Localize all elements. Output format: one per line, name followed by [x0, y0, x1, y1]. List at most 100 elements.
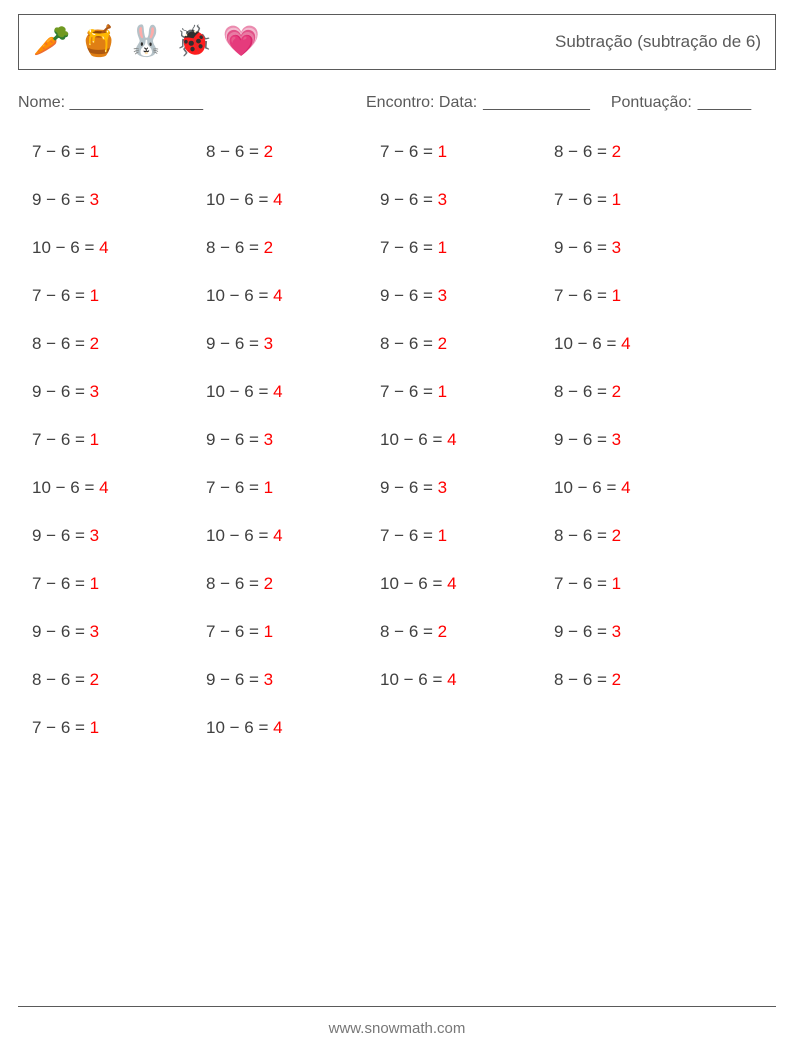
problem-cell: 7 − 6 = 1 [380, 238, 554, 258]
problem-answer: 3 [612, 622, 621, 641]
footer-url: www.snowmath.com [0, 1020, 794, 1037]
problem-answer: 2 [438, 622, 447, 641]
problem-answer: 2 [264, 238, 273, 257]
problem-answer: 3 [90, 190, 99, 209]
problem-answer: 4 [621, 334, 630, 353]
problem-cell: 9 − 6 = 3 [380, 286, 554, 306]
problem-answer: 1 [90, 142, 99, 161]
problem-answer: 1 [612, 190, 621, 209]
problem-cell: 8 − 6 = 2 [554, 526, 728, 546]
date-blank [483, 94, 590, 112]
problem-cell: 7 − 6 = 1 [206, 622, 380, 642]
problem-answer: 3 [612, 430, 621, 449]
problem-answer: 3 [90, 526, 99, 545]
problem-answer: 4 [273, 286, 282, 305]
problem-answer: 3 [90, 382, 99, 401]
problem-answer: 3 [438, 478, 447, 497]
problem-answer: 3 [90, 622, 99, 641]
problem-cell: 7 − 6 = 1 [380, 526, 554, 546]
problem-cell: 8 − 6 = 2 [206, 142, 380, 162]
problem-cell: 10 − 6 = 4 [554, 478, 728, 498]
problem-cell: 9 − 6 = 3 [32, 382, 206, 402]
score-blank [698, 94, 751, 112]
problem-cell: 9 − 6 = 3 [32, 190, 206, 210]
problem-answer: 1 [438, 382, 447, 401]
problem-answer: 4 [273, 718, 282, 737]
problem-answer: 4 [273, 382, 282, 401]
problem-cell: 7 − 6 = 1 [554, 574, 728, 594]
problem-cell: 8 − 6 = 2 [380, 334, 554, 354]
name-label: Nome: [18, 94, 65, 111]
problem-answer: 4 [621, 478, 630, 497]
problem-cell: 7 − 6 = 1 [32, 718, 206, 738]
problem-cell: 10 − 6 = 4 [380, 670, 554, 690]
carrot-icon: 🥕 [33, 27, 70, 57]
problem-cell: 8 − 6 = 2 [32, 670, 206, 690]
problem-cell: 7 − 6 = 1 [32, 574, 206, 594]
problem-answer: 1 [438, 142, 447, 161]
problem-answer: 3 [264, 670, 273, 689]
problem-answer: 3 [438, 190, 447, 209]
problem-answer: 2 [612, 382, 621, 401]
problem-answer: 1 [612, 574, 621, 593]
problem-cell: 10 − 6 = 4 [206, 286, 380, 306]
problem-answer: 2 [90, 334, 99, 353]
problem-answer: 2 [438, 334, 447, 353]
problem-cell: 9 − 6 = 3 [206, 670, 380, 690]
problem-cell: 9 − 6 = 3 [206, 334, 380, 354]
problem-answer: 1 [438, 238, 447, 257]
problem-cell: 9 − 6 = 3 [554, 238, 728, 258]
problem-cell: 8 − 6 = 2 [380, 622, 554, 642]
problem-answer: 3 [612, 238, 621, 257]
header-box: 🥕 🍯 🐰 🐞 💗 Subtração (subtração de 6) [18, 14, 776, 70]
problem-grid: 7 − 6 = 18 − 6 = 27 − 6 = 18 − 6 = 29 − … [18, 142, 776, 738]
problem-cell: 10 − 6 = 4 [206, 190, 380, 210]
problem-cell: 10 − 6 = 4 [380, 574, 554, 594]
problem-answer: 1 [438, 526, 447, 545]
problem-answer: 1 [612, 286, 621, 305]
problem-cell: 10 − 6 = 4 [554, 334, 728, 354]
problem-cell: 8 − 6 = 2 [206, 238, 380, 258]
problem-cell: 7 − 6 = 1 [32, 286, 206, 306]
heart-8-icon: 💗 [222, 27, 259, 57]
pot-of-clover-icon: 🍯 [80, 27, 117, 57]
problem-cell: 8 − 6 = 2 [554, 142, 728, 162]
problem-cell: 7 − 6 = 1 [554, 190, 728, 210]
problem-answer: 3 [264, 430, 273, 449]
problem-cell: 7 − 6 = 1 [380, 142, 554, 162]
score-label: Pontuação: [611, 94, 692, 112]
worksheet-title: Subtração (subtração de 6) [555, 32, 761, 52]
problem-answer: 1 [264, 622, 273, 641]
problem-cell: 9 − 6 = 3 [32, 622, 206, 642]
problem-cell: 9 − 6 = 3 [380, 478, 554, 498]
problem-cell: 7 − 6 = 1 [554, 286, 728, 306]
footer-divider [18, 1006, 776, 1007]
problem-answer: 4 [99, 238, 108, 257]
problem-cell: 9 − 6 = 3 [380, 190, 554, 210]
problem-answer: 2 [264, 142, 273, 161]
problem-cell: 9 − 6 = 3 [206, 430, 380, 450]
problem-cell: 10 − 6 = 4 [380, 430, 554, 450]
problem-answer: 2 [612, 526, 621, 545]
name-blank [70, 94, 203, 111]
problem-answer: 1 [90, 718, 99, 737]
header-icon-strip: 🥕 🍯 🐰 🐞 💗 [33, 27, 260, 57]
problem-cell: 10 − 6 = 4 [206, 718, 380, 738]
problem-cell: 9 − 6 = 3 [32, 526, 206, 546]
problem-cell: 7 − 6 = 1 [206, 478, 380, 498]
date-label: Encontro: Data: [366, 94, 477, 112]
problem-cell: 8 − 6 = 2 [554, 382, 728, 402]
problem-answer: 4 [273, 190, 282, 209]
problem-cell: 8 − 6 = 2 [554, 670, 728, 690]
problem-cell: 8 − 6 = 2 [32, 334, 206, 354]
problem-answer: 1 [90, 286, 99, 305]
problem-cell: 9 − 6 = 3 [554, 430, 728, 450]
problem-answer: 3 [264, 334, 273, 353]
problem-answer: 4 [447, 670, 456, 689]
problem-answer: 2 [612, 142, 621, 161]
problem-cell: 10 − 6 = 4 [206, 382, 380, 402]
problem-cell: 7 − 6 = 1 [380, 382, 554, 402]
bunny-face-icon: 🐰 [128, 27, 165, 57]
ladybug-icon: 🐞 [175, 27, 212, 57]
problem-cell: 7 − 6 = 1 [32, 430, 206, 450]
